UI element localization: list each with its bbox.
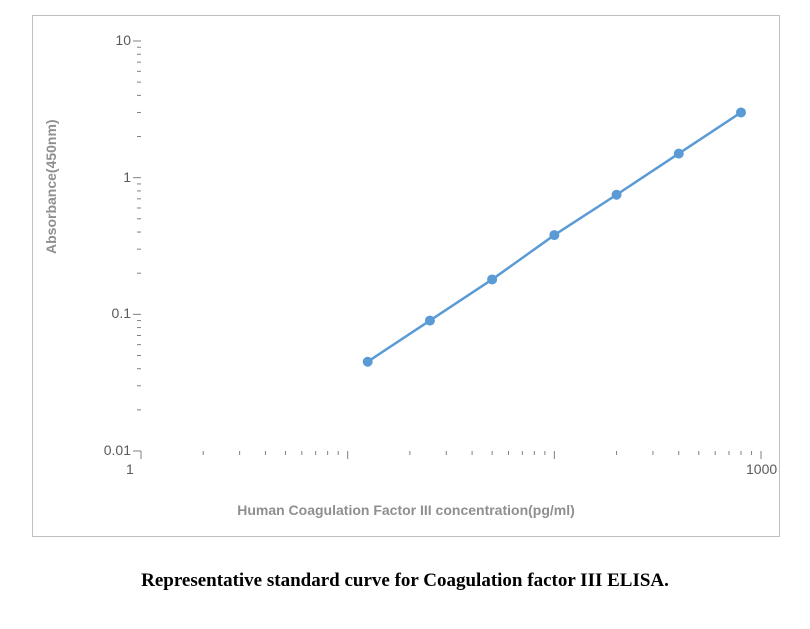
y-tick-label: 1	[123, 169, 131, 185]
chart-svg	[141, 41, 761, 451]
data-marker	[549, 230, 559, 240]
data-marker	[736, 107, 746, 117]
x-axis-label: Human Coagulation Factor III concentrati…	[237, 502, 575, 518]
x-tick-label: 1000	[746, 461, 777, 477]
data-marker	[487, 274, 497, 284]
data-marker	[674, 149, 684, 159]
caption: Representative standard curve for Coagul…	[0, 570, 810, 592]
y-axis-label: Absorbance(450nm)	[43, 119, 59, 254]
x-tick-label: 1	[126, 461, 134, 477]
plot-area	[141, 41, 761, 451]
data-marker	[612, 190, 622, 200]
y-tick-label: 0.01	[104, 442, 131, 458]
y-tick-label: 0.1	[112, 305, 131, 321]
chart-panel: Absorbance(450nm) 0.01 0.1 1 10 1 1000 Human…	[32, 15, 780, 537]
data-marker	[363, 357, 373, 367]
data-marker	[425, 316, 435, 326]
y-tick-label: 10	[115, 32, 131, 48]
